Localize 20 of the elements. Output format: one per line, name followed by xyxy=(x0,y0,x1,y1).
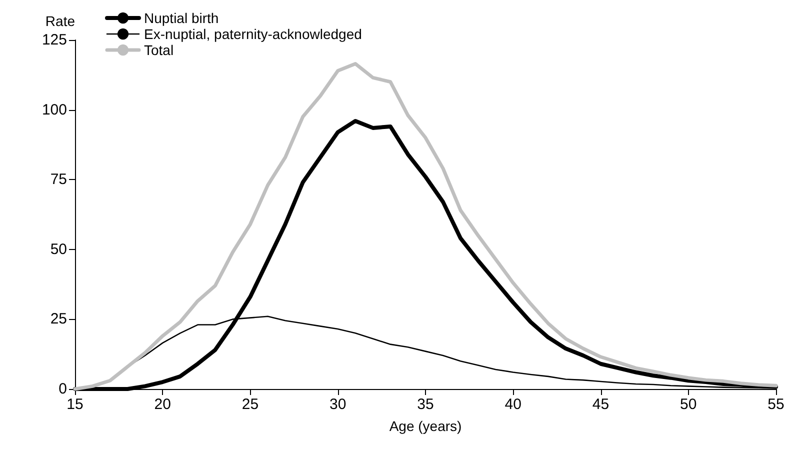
x-tick-label: 15 xyxy=(66,396,84,413)
x-tick-label: 45 xyxy=(592,396,610,413)
x-tick-label: 20 xyxy=(154,396,171,413)
y-tick-label: 75 xyxy=(50,171,67,188)
x-tick-label: 35 xyxy=(417,396,434,413)
x-tick-label: 40 xyxy=(504,396,522,413)
legend-label: Ex-nuptial, paternity-acknowledged xyxy=(144,26,362,42)
legend-label: Total xyxy=(144,42,174,58)
x-axis-title: Age (years) xyxy=(389,418,462,434)
x-tick-label: 50 xyxy=(680,396,697,413)
legend-label: Nuptial birth xyxy=(144,10,219,26)
y-tick-label: 125 xyxy=(42,32,67,48)
y-tick-label: 0 xyxy=(58,380,67,398)
y-tick-label: 50 xyxy=(50,240,67,258)
x-tick-label: 55 xyxy=(768,396,784,413)
x-tick-label: 25 xyxy=(242,396,259,413)
y-tick-label: 25 xyxy=(50,310,67,328)
y-tick-label: 100 xyxy=(42,101,67,118)
x-tick-label: 30 xyxy=(330,396,346,413)
y-axis-title: Rate xyxy=(45,13,76,29)
